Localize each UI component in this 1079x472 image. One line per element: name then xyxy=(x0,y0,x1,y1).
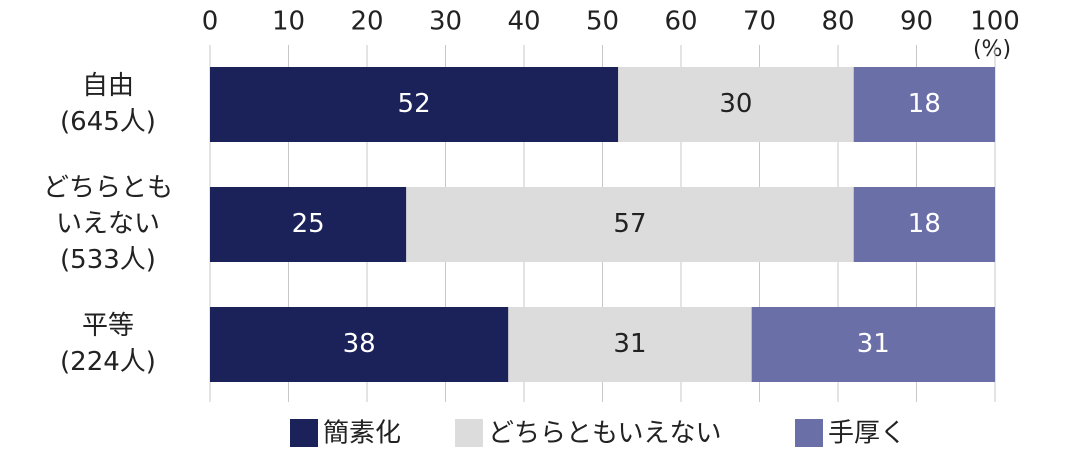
x-unit: (%) xyxy=(973,37,1011,62)
legend-swatch xyxy=(290,419,318,447)
category-label: どちらとも xyxy=(43,173,173,203)
category-label: いえない xyxy=(56,209,160,239)
bar-segment xyxy=(210,187,407,262)
value-label: 31 xyxy=(857,329,890,359)
x-tick-label: 90 xyxy=(900,7,933,37)
legend-label: 簡素化 xyxy=(323,419,401,449)
x-tick-label: 70 xyxy=(743,7,776,37)
legend-label: どちらともいえない xyxy=(488,419,721,449)
value-label: 57 xyxy=(613,209,646,239)
x-tick-label: 60 xyxy=(664,7,697,37)
bar-segment xyxy=(853,67,995,142)
bar-segment xyxy=(751,307,995,382)
legend-label: 手厚く xyxy=(828,419,906,449)
x-tick-label: 20 xyxy=(350,7,383,37)
x-tick-label: 10 xyxy=(272,7,305,37)
bar-segment xyxy=(210,67,619,142)
category-label: 自由 xyxy=(82,71,134,101)
legend-swatch xyxy=(795,419,823,447)
category-label: 平等 xyxy=(82,311,134,341)
x-tick-label: 30 xyxy=(429,7,462,37)
x-tick-label: 80 xyxy=(821,7,854,37)
value-label: 30 xyxy=(719,89,752,119)
value-label: 18 xyxy=(908,89,941,119)
value-label: 18 xyxy=(908,209,941,239)
bar-segment xyxy=(618,67,854,142)
x-tick-label: 0 xyxy=(202,7,219,37)
bar-segment xyxy=(406,187,854,262)
value-label: 25 xyxy=(292,209,325,239)
x-tick-label: 40 xyxy=(507,7,540,37)
value-label: 31 xyxy=(613,329,646,359)
value-label: 38 xyxy=(343,329,376,359)
category-label: (224人) xyxy=(60,347,156,377)
bar-segment xyxy=(210,307,509,382)
value-label: 52 xyxy=(398,89,431,119)
x-tick-label: 100 xyxy=(970,7,1020,37)
bar-segment xyxy=(853,187,995,262)
x-tick-label: 50 xyxy=(586,7,619,37)
category-label: (645人) xyxy=(60,107,156,137)
category-label: (533人) xyxy=(60,245,156,275)
legend-swatch xyxy=(455,419,483,447)
bar-segment xyxy=(508,307,752,382)
